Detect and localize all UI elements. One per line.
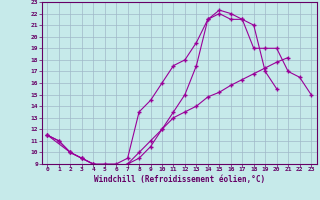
X-axis label: Windchill (Refroidissement éolien,°C): Windchill (Refroidissement éolien,°C): [94, 175, 265, 184]
